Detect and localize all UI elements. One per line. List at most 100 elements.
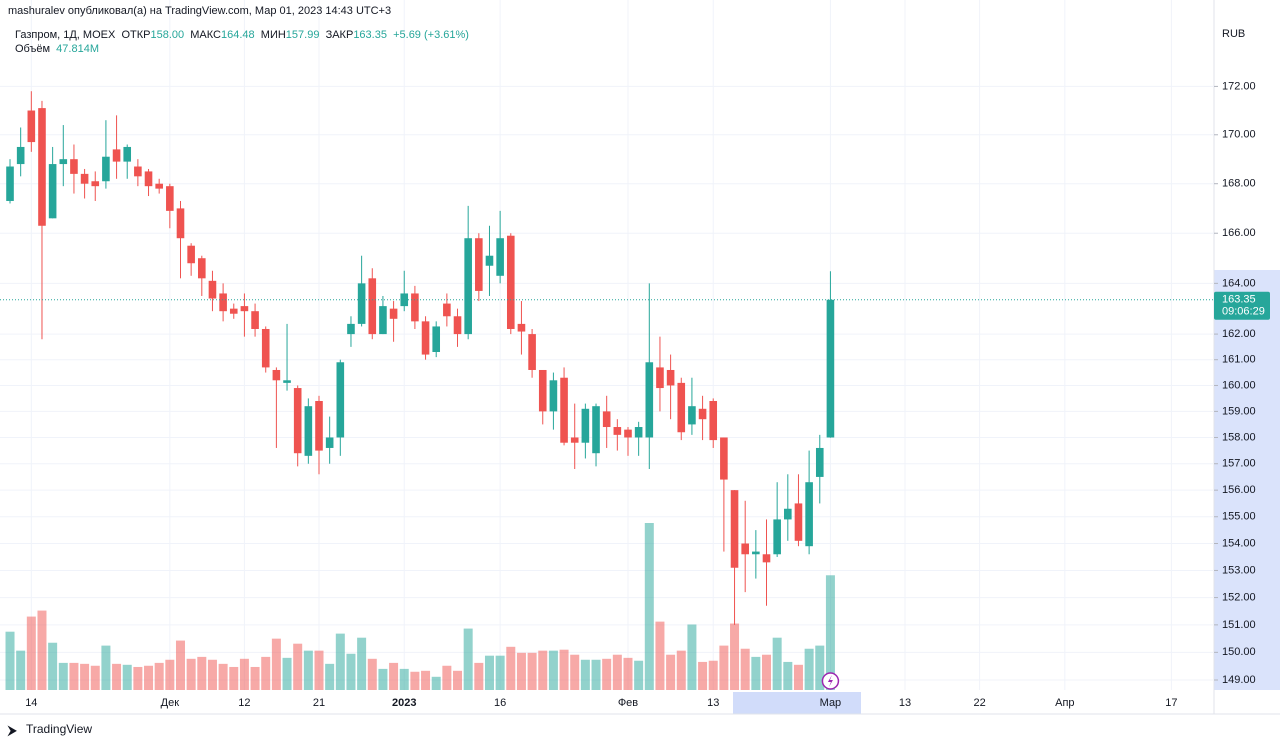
candle-body	[347, 323, 355, 335]
candle-body	[27, 110, 36, 143]
candle-body	[379, 306, 387, 335]
candle-body	[59, 159, 68, 165]
candle-body	[176, 208, 185, 239]
volume-bar	[207, 659, 217, 690]
candle-body	[826, 299, 835, 438]
candle-body	[261, 328, 270, 368]
volume-bar	[751, 656, 761, 690]
y-tick-label: 156.00	[1222, 484, 1256, 496]
candle-body	[16, 146, 25, 165]
x-tick-label: Апр	[1055, 697, 1074, 709]
x-tick-label: 2023	[392, 697, 416, 709]
y-tick-label: 164.00	[1222, 277, 1256, 289]
volume-bar	[453, 670, 463, 690]
candle-body	[560, 377, 568, 443]
volume-bar	[623, 657, 633, 690]
volume-bar	[559, 649, 569, 690]
candle-body	[634, 427, 643, 438]
y-tick-label: 155.00	[1222, 511, 1256, 523]
volume-bar	[602, 658, 612, 690]
ohlc-row: Газпром, 1Д, MOEX ОТКР158.00 МАКС164.48 …	[15, 28, 469, 42]
volume-bar	[16, 650, 26, 690]
volume-bar	[325, 663, 335, 690]
volume-bar	[634, 660, 644, 690]
volume-row: Объём 47.814M	[15, 42, 469, 56]
volume-bar	[261, 656, 271, 690]
volume-bar	[271, 638, 281, 690]
volume-bar	[484, 655, 494, 690]
candle-body	[624, 429, 632, 438]
candle-body	[613, 427, 622, 435]
candle-body	[187, 245, 195, 264]
volume-bar	[367, 658, 377, 690]
volume-bar	[580, 659, 590, 690]
candle-body	[549, 380, 558, 412]
volume-bar	[644, 523, 654, 690]
candle-body	[144, 171, 153, 187]
y-tick-label: 170.00	[1222, 129, 1256, 141]
candle-body	[538, 369, 547, 412]
candle-body	[6, 166, 14, 201]
x-tick-label: 13	[707, 697, 719, 709]
candle-body	[219, 293, 227, 312]
volume-bar	[442, 665, 452, 690]
volume-bar	[250, 666, 260, 690]
volume-bar	[495, 655, 505, 690]
volume-bar	[676, 650, 686, 690]
candle-body	[698, 408, 707, 420]
volume-bar	[548, 650, 558, 690]
volume-bar	[197, 656, 207, 690]
volume-bar	[303, 650, 313, 690]
volume-bar	[239, 658, 249, 690]
y-tick-label: 160.00	[1222, 379, 1256, 391]
volume-bar	[218, 663, 228, 690]
candle-body	[645, 362, 654, 438]
volume-bar	[762, 654, 772, 690]
publisher-line: mashuralev опубликовал(а) на TradingView…	[8, 5, 392, 17]
candle-body	[752, 551, 760, 555]
candle-body	[592, 406, 600, 454]
y-tick-label: 157.00	[1222, 458, 1256, 470]
candle-body	[784, 508, 792, 520]
volume-bar	[48, 642, 58, 690]
candle-body	[155, 183, 163, 189]
y-tick-label: 161.00	[1222, 354, 1256, 366]
candle-body	[251, 311, 259, 329]
y-tick-label: 168.00	[1222, 178, 1256, 190]
volume-bar	[69, 662, 79, 690]
candle-body	[581, 408, 590, 443]
y-tick-label: 152.00	[1222, 591, 1256, 603]
volume-bar	[410, 671, 420, 690]
candle-body	[325, 437, 334, 448]
candle-body	[720, 437, 728, 480]
volume-bar	[793, 664, 803, 690]
y-tick-label: 162.00	[1222, 328, 1256, 340]
volume-bar	[144, 665, 154, 690]
y-tick-label: 153.00	[1222, 564, 1256, 576]
candle-body	[336, 362, 345, 438]
volume-bar	[80, 663, 90, 690]
candle-body	[656, 367, 664, 389]
candle-body	[528, 334, 536, 370]
volume-bar	[154, 662, 164, 690]
candle-body	[666, 369, 675, 386]
volume-bar	[506, 646, 516, 690]
y-tick-label: 166.00	[1222, 227, 1256, 239]
brand: TradingView	[26, 722, 93, 736]
x-tick-label: 13	[899, 697, 911, 709]
volume-bar	[112, 663, 122, 690]
candle-body	[677, 382, 686, 433]
x-tick-label: 14	[25, 697, 37, 709]
legend: Газпром, 1Д, MOEX ОТКР158.00 МАКС164.48 …	[15, 28, 469, 56]
volume-bar	[378, 668, 388, 690]
volume-bar	[58, 662, 68, 690]
volume-bar	[772, 637, 782, 690]
volume-bar	[122, 664, 132, 690]
volume-bar	[666, 654, 676, 690]
y-tick-label: 159.00	[1222, 405, 1256, 417]
candle-body	[315, 400, 323, 451]
volume-bar	[293, 643, 303, 690]
candle-body	[272, 369, 281, 381]
x-tick-label: Фев	[618, 697, 638, 709]
